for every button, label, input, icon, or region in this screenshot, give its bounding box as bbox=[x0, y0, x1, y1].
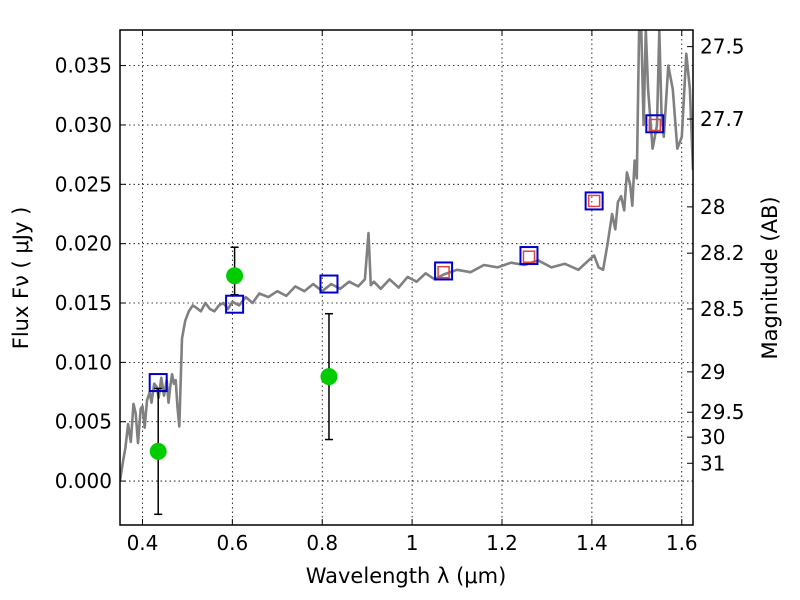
model-square-marker bbox=[645, 114, 665, 134]
model-square-marker bbox=[434, 261, 454, 281]
y2-tick-label: 29.5 bbox=[700, 400, 745, 424]
y2-tick-label: 29 bbox=[700, 360, 725, 384]
y2-tick-label: 30 bbox=[700, 425, 725, 449]
y2-tick-label: 27.7 bbox=[700, 107, 745, 131]
y-tick-label: 0.020 bbox=[55, 232, 112, 256]
model-square-marker bbox=[319, 274, 339, 294]
y-tick-label: 0.035 bbox=[55, 54, 112, 78]
y-tick-label: 0.025 bbox=[55, 172, 112, 196]
x-tick-label: 0.8 bbox=[306, 531, 338, 555]
y2-axis-label: Magnitude (AB) bbox=[758, 196, 782, 359]
x-tick-label: 1.2 bbox=[486, 531, 518, 555]
y-tick-label: 0.030 bbox=[55, 113, 112, 137]
y2-tick-label: 31 bbox=[700, 451, 725, 475]
y-tick-label: 0.000 bbox=[55, 469, 112, 493]
y-tick-label: 0.010 bbox=[55, 350, 112, 374]
spectrum-line bbox=[120, 30, 693, 482]
y2-tick-label: 28 bbox=[700, 195, 725, 219]
fit-square-marker bbox=[648, 118, 662, 132]
y-axis-label: Flux Fν ( μJy ) bbox=[9, 207, 33, 350]
model-square-marker bbox=[519, 246, 539, 266]
plot-frame bbox=[119, 29, 694, 526]
y-tick-label: 0.005 bbox=[55, 410, 112, 434]
model-square-marker bbox=[225, 294, 245, 314]
x-tick-label: 1 bbox=[406, 531, 419, 555]
x-tick-label: 1.6 bbox=[666, 531, 698, 555]
plot-area bbox=[120, 30, 693, 516]
x-axis-label: Wavelength λ (μm) bbox=[306, 564, 507, 588]
axis-ticks: 0.4 0.6 0.8 1 1.2 1.4 1.6 0.000 0.005 0.010 0.015 0… bbox=[55, 30, 745, 555]
model-square-marker bbox=[148, 373, 168, 393]
photometry-point bbox=[149, 442, 167, 460]
y-tick-label: 0.015 bbox=[55, 291, 112, 315]
model-square-marker bbox=[584, 191, 604, 211]
fit-square-marker bbox=[522, 250, 536, 263]
y2-tick-label: 27.5 bbox=[700, 35, 745, 59]
y2-tick-label: 28.5 bbox=[700, 297, 745, 321]
y2-tick-label: 28.2 bbox=[700, 241, 745, 265]
x-tick-label: 0.6 bbox=[216, 531, 248, 555]
x-tick-label: 1.4 bbox=[576, 531, 608, 555]
x-tick-label: 0.4 bbox=[127, 531, 159, 555]
fit-square-marker bbox=[587, 194, 601, 208]
photometry-point bbox=[320, 368, 338, 386]
fit-square-marker bbox=[437, 265, 450, 279]
photometry-point bbox=[226, 267, 244, 285]
